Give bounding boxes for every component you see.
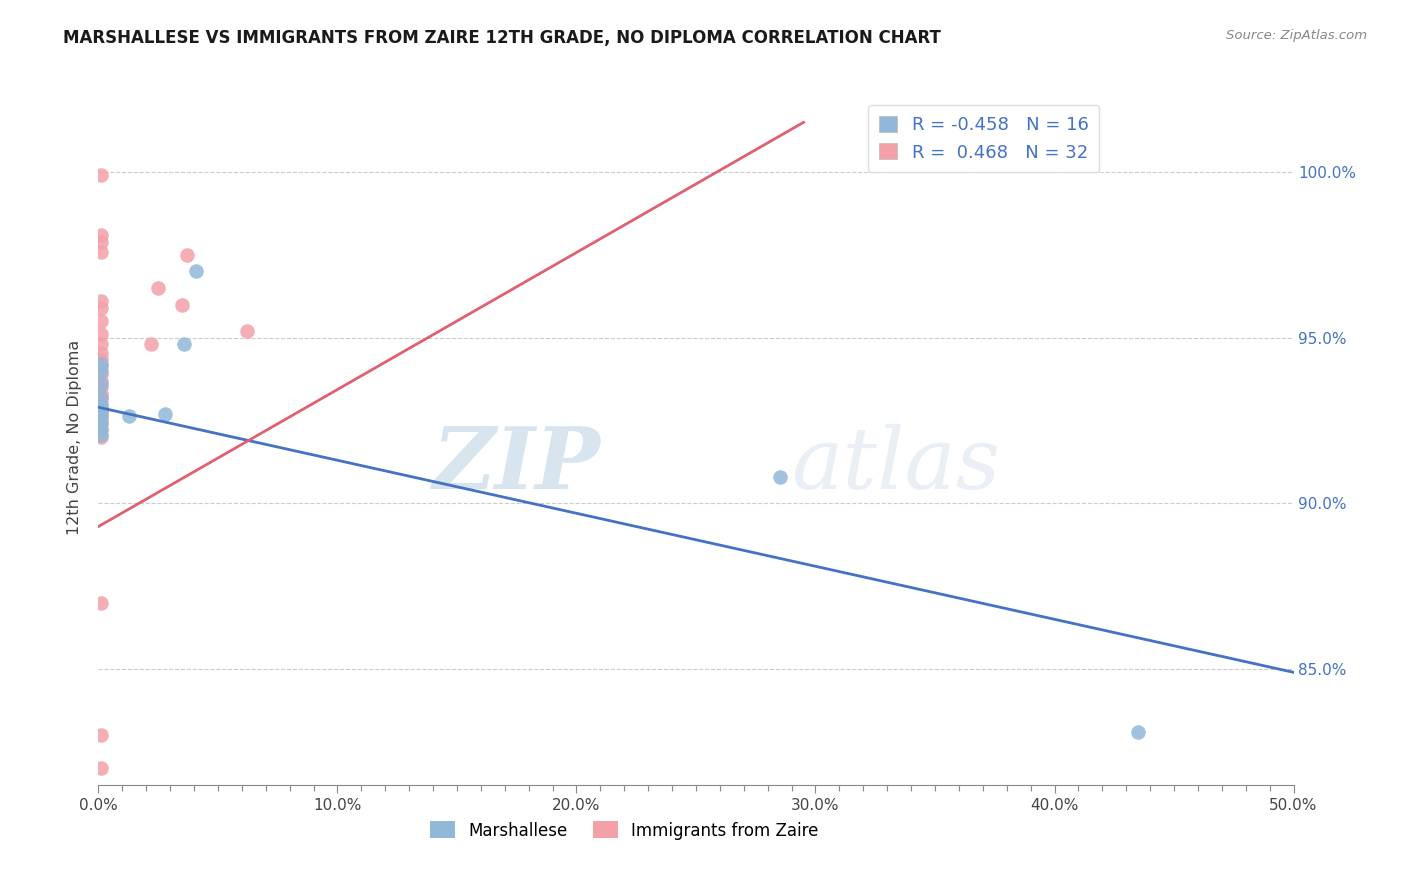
Point: [90, 409, 112, 423]
Point: [90, 403, 112, 417]
Point: [90, 294, 112, 309]
Point: [173, 337, 195, 351]
Point: [90, 387, 112, 401]
Point: [768, 470, 790, 484]
Point: [90, 314, 112, 328]
Y-axis label: 12th Grade, No Diploma: 12th Grade, No Diploma: [67, 340, 83, 534]
Point: [90, 728, 112, 742]
Point: [90, 405, 112, 419]
Point: [90, 337, 112, 351]
Point: [90, 392, 112, 406]
Point: [90, 410, 112, 425]
Point: [90, 364, 112, 378]
Point: [90, 428, 112, 442]
Point: [235, 324, 257, 338]
Point: [90, 377, 112, 392]
Point: [90, 415, 112, 429]
Point: [90, 417, 112, 431]
Point: [176, 248, 198, 262]
Point: [90, 345, 112, 359]
Point: [90, 401, 112, 416]
Point: [90, 327, 112, 342]
Point: [148, 281, 170, 295]
Point: [90, 235, 112, 249]
Point: [90, 380, 112, 394]
Point: [90, 390, 112, 404]
Point: [90, 596, 112, 610]
Point: [1128, 725, 1150, 739]
Point: [186, 264, 208, 278]
Point: [90, 357, 112, 371]
Point: [90, 422, 112, 436]
Point: [90, 374, 112, 388]
Point: [90, 761, 112, 775]
Text: ZIP: ZIP: [433, 423, 600, 507]
Point: [90, 244, 112, 259]
Point: [155, 407, 177, 421]
Legend: Marshallese, Immigrants from Zaire: Marshallese, Immigrants from Zaire: [423, 814, 825, 847]
Point: [90, 169, 112, 183]
Point: [118, 409, 141, 423]
Point: [139, 337, 162, 351]
Point: [172, 297, 194, 311]
Point: [90, 367, 112, 381]
Text: atlas: atlas: [792, 424, 1001, 507]
Point: [90, 359, 112, 373]
Point: [90, 301, 112, 315]
Point: [90, 227, 112, 242]
Text: Source: ZipAtlas.com: Source: ZipAtlas.com: [1226, 29, 1367, 42]
Point: [90, 352, 112, 367]
Point: [90, 430, 112, 444]
Point: [90, 397, 112, 411]
Text: MARSHALLESE VS IMMIGRANTS FROM ZAIRE 12TH GRADE, NO DIPLOMA CORRELATION CHART: MARSHALLESE VS IMMIGRANTS FROM ZAIRE 12T…: [63, 29, 941, 46]
Point: [90, 399, 112, 413]
Point: [90, 424, 112, 438]
